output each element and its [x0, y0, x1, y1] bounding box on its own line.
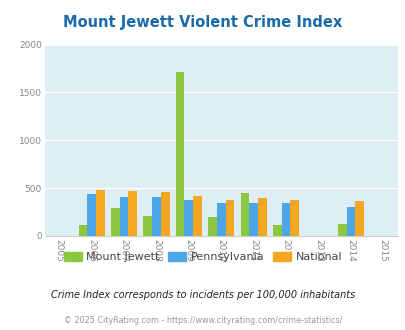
Bar [240, 193, 249, 236]
Bar [119, 197, 128, 236]
Bar [249, 203, 258, 236]
Bar [272, 225, 281, 236]
Bar [111, 208, 119, 236]
Bar [354, 201, 363, 236]
Bar [78, 225, 87, 236]
Bar [345, 207, 354, 236]
Bar [281, 203, 290, 236]
Bar [160, 192, 169, 236]
Bar [290, 200, 298, 236]
Bar [184, 200, 193, 236]
Bar [193, 196, 202, 236]
Bar [128, 191, 137, 236]
Bar [96, 190, 104, 236]
Text: Crime Index corresponds to incidents per 100,000 inhabitants: Crime Index corresponds to incidents per… [51, 290, 354, 300]
Legend: Mount Jewett, Pennsylvania, National: Mount Jewett, Pennsylvania, National [60, 248, 345, 267]
Bar [258, 198, 266, 236]
Text: © 2025 CityRating.com - https://www.cityrating.com/crime-statistics/: © 2025 CityRating.com - https://www.city… [64, 315, 341, 325]
Bar [143, 216, 152, 236]
Bar [87, 194, 96, 236]
Bar [225, 200, 234, 236]
Bar [216, 203, 225, 236]
Text: Mount Jewett Violent Crime Index: Mount Jewett Violent Crime Index [63, 15, 342, 30]
Bar [337, 224, 345, 236]
Bar [175, 72, 184, 236]
Bar [152, 197, 160, 236]
Bar [208, 217, 216, 236]
